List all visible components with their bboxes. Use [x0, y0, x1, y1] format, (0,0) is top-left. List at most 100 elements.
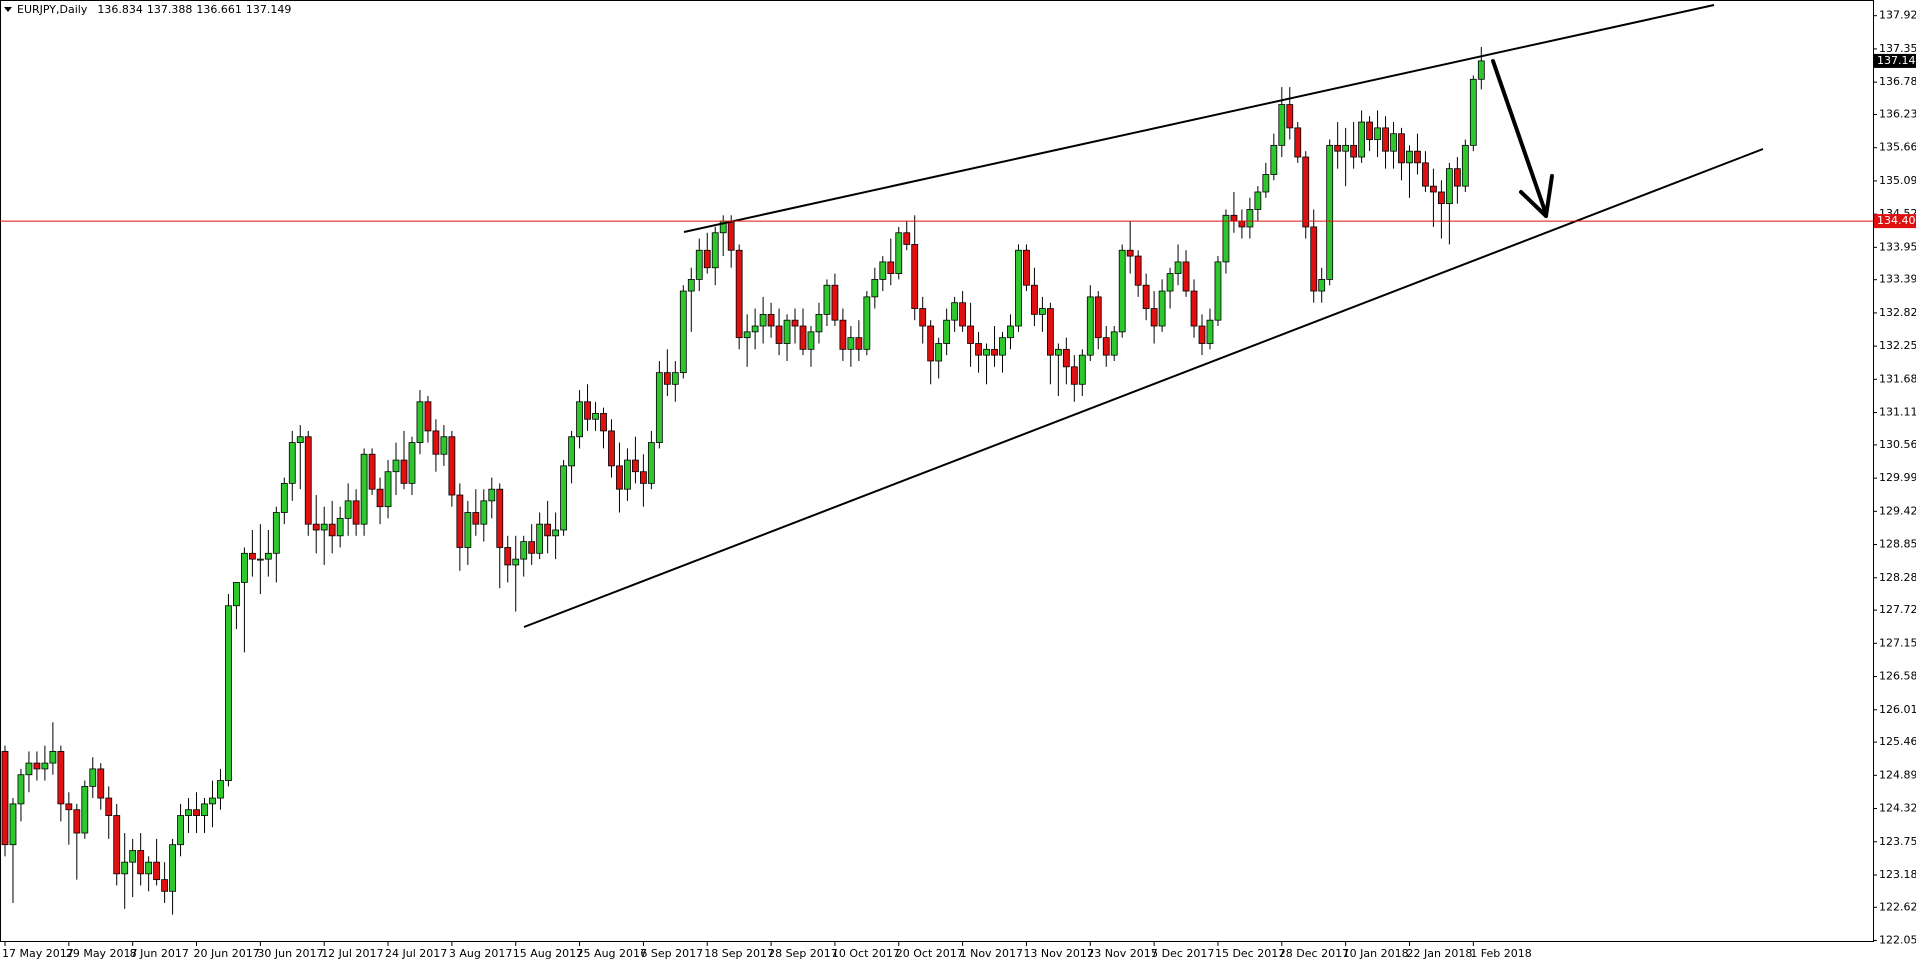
candle-body: [1, 751, 9, 846]
x-tick-label: 5 Dec 2017: [1151, 947, 1214, 960]
candle-body: [536, 523, 544, 554]
candle-body: [1286, 104, 1294, 129]
candle-body: [1174, 261, 1182, 274]
candle-body: [240, 552, 248, 583]
candle-body: [177, 815, 184, 846]
candle-body: [312, 523, 320, 531]
candle-body: [81, 786, 89, 834]
candle-body: [280, 482, 288, 513]
x-tick-label: 30 Jun 2017: [257, 947, 323, 960]
candle-body: [895, 232, 903, 274]
x-tick-label: 20 Jun 2017: [194, 947, 260, 960]
candle-body: [679, 290, 687, 374]
candle-body: [201, 803, 208, 816]
candle-body: [847, 337, 855, 350]
candle-body: [520, 541, 528, 560]
lower-trendline: [523, 148, 1764, 628]
candle-body: [528, 541, 536, 554]
x-tick-label: 22 Jan 2018: [1406, 947, 1472, 960]
level-tag-label: 134.400: [1877, 214, 1916, 227]
candle-body: [927, 325, 935, 362]
candle-body: [711, 232, 719, 269]
x-tick-label: 18 Sep 2017: [704, 947, 774, 960]
candle-body: [161, 879, 169, 892]
candle-body: [1326, 144, 1334, 280]
candle-body: [879, 261, 887, 280]
candle-body: [1054, 348, 1062, 356]
candle-body: [145, 861, 153, 875]
candle-body: [1342, 144, 1350, 152]
candle-body: [1086, 296, 1094, 356]
candle-body: [751, 325, 759, 333]
candle-body: [33, 762, 41, 770]
candle-body: [336, 517, 344, 537]
candle-body: [640, 471, 647, 484]
candle-body: [767, 313, 775, 327]
x-tick-label: 25 Aug 2017: [577, 947, 647, 960]
symbol: EURJPY,Daily: [17, 3, 88, 16]
y-tick-label: 126.585: [1879, 670, 1916, 683]
candle-body: [264, 552, 272, 560]
candle-body: [384, 471, 392, 508]
candle-body: [1198, 325, 1206, 344]
y-tick-label: 136.230: [1879, 107, 1916, 120]
candle-body: [432, 430, 440, 455]
candle-body: [1294, 127, 1302, 158]
candle-body: [759, 313, 767, 327]
y-tick-label: 122.055: [1879, 934, 1916, 947]
candle-body: [1190, 290, 1198, 327]
candle-body: [1046, 308, 1054, 356]
x-tick-label: 20 Oct 2017: [896, 947, 964, 960]
candle-body: [25, 762, 33, 776]
candle-body: [512, 558, 520, 566]
candle-body: [1166, 273, 1174, 292]
x-tick-label: 23 Nov 2017: [1087, 947, 1157, 960]
candle-body: [1278, 104, 1286, 146]
x-tick-label: 1 Nov 2017: [960, 947, 1023, 960]
candle-body: [272, 512, 280, 554]
x-tick-label: 1 Feb 2018: [1470, 947, 1531, 960]
candle-body: [727, 220, 735, 251]
high: 137.388: [147, 3, 193, 16]
candle-body: [1430, 185, 1437, 193]
y-tick-label: 132.825: [1879, 306, 1916, 319]
candle-body: [815, 313, 823, 333]
y-tick-label: 129.420: [1879, 504, 1916, 517]
candle-body: [408, 442, 416, 484]
menu-icon[interactable]: [4, 7, 12, 12]
y-tick-label: 123.180: [1879, 868, 1916, 881]
y-tick-label: 128.280: [1879, 571, 1916, 584]
candle-body: [9, 803, 17, 846]
y-tick-label: 124.890: [1879, 768, 1916, 781]
arrow-head: [1519, 190, 1548, 218]
candle-body: [1254, 191, 1262, 210]
candle-body: [735, 249, 743, 339]
candle-body: [113, 815, 121, 875]
candle-body: [448, 436, 456, 496]
candle-body: [1414, 150, 1421, 164]
y-tick-label: 132.255: [1879, 339, 1916, 352]
y-tick-label: 128.850: [1879, 538, 1916, 551]
candle-body: [1477, 60, 1485, 80]
candle-body: [1398, 133, 1405, 164]
candle-body: [1334, 144, 1342, 152]
candle-body: [991, 348, 998, 356]
candle-body: [1110, 331, 1118, 356]
x-tick-label: 12 Jul 2017: [321, 947, 383, 960]
candle-body: [1318, 278, 1326, 292]
candle-body: [967, 325, 974, 344]
candle-body: [376, 488, 384, 508]
y-tick-label: 126.015: [1879, 703, 1916, 716]
candle-body: [1015, 249, 1022, 327]
candle-body: [153, 861, 161, 881]
candle-body: [17, 774, 25, 805]
y-tick-label: 124.320: [1879, 802, 1916, 815]
candle-body: [440, 436, 448, 455]
candle-body: [919, 308, 927, 327]
x-tick-label: 24 Jul 2017: [385, 947, 447, 960]
candle-body: [1422, 162, 1429, 187]
candle-body: [1390, 133, 1397, 152]
candle-body: [671, 372, 679, 385]
candle-body: [823, 284, 831, 315]
candle-body: [1158, 290, 1166, 327]
